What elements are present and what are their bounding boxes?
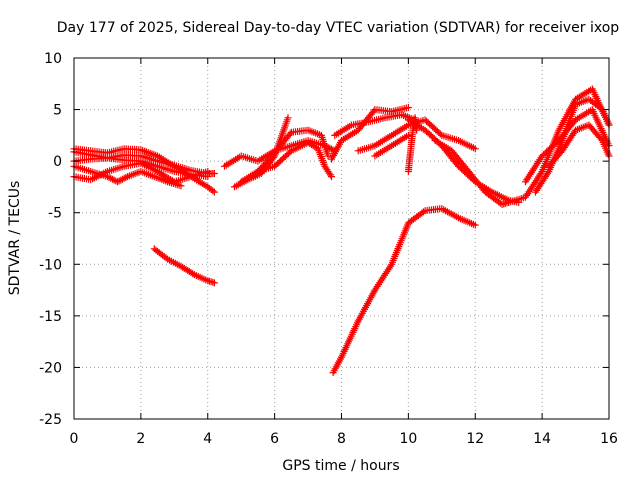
data-point (122, 174, 130, 181)
x-tick-label: 12 (466, 431, 484, 447)
data-point (370, 107, 378, 115)
y-tick-label: -20 (39, 360, 62, 376)
data-point (204, 168, 212, 175)
data-point (210, 170, 218, 177)
data-point (119, 175, 126, 183)
x-tick-label: 2 (136, 431, 145, 447)
x-tick-label: 16 (600, 431, 618, 447)
data-point (115, 177, 123, 185)
data-series-arc-18 (329, 205, 479, 377)
data-point (210, 279, 218, 287)
y-tick-label: -15 (39, 309, 62, 325)
data-point (471, 221, 479, 229)
x-tick-label: 14 (533, 431, 551, 447)
data-series-arc-22 (545, 121, 613, 170)
data-point (109, 175, 116, 183)
data-point (419, 208, 427, 216)
data-series-arc-15 (404, 114, 421, 175)
data-point (326, 171, 334, 179)
data-point (404, 131, 412, 139)
data-point (209, 187, 217, 195)
data-point (103, 173, 111, 181)
data-series-arc-17 (431, 137, 513, 208)
data-series-arc-12 (328, 104, 412, 163)
x-tick-label: 4 (203, 431, 212, 447)
y-tick-label: 10 (44, 51, 62, 67)
data-point (436, 130, 444, 138)
data-point (105, 174, 113, 181)
data-series-arc-06 (150, 245, 218, 287)
x-tick-label: 6 (270, 431, 279, 447)
data-point (404, 104, 412, 111)
data-point (210, 188, 218, 196)
data-point (284, 114, 292, 122)
data-point (120, 174, 128, 182)
data-series-arc-05 (70, 162, 185, 190)
y-tick-label: 0 (53, 154, 62, 170)
data-point (189, 270, 197, 278)
data-point (471, 145, 479, 153)
x-axis-label: GPS time / hours (282, 458, 399, 474)
data-point (114, 178, 121, 186)
data-series-arc-08 (231, 114, 292, 191)
chart-title: Day 177 of 2025, Sidereal Day-to-day VTE… (57, 20, 620, 36)
data-series-arc-21 (531, 95, 613, 196)
data-point (328, 173, 335, 181)
x-tick-label: 10 (399, 431, 417, 447)
axis-ticks: 0 2 4 6 8 10 12 14 16 10 5 0 -5 -10 -15 -20 -25 (39, 51, 618, 447)
data-point (110, 176, 118, 184)
data-series-arc-11 (331, 111, 419, 139)
data-point (544, 169, 552, 177)
data-series-arc-10 (254, 139, 335, 181)
y-axis-label: SDTVAR / TECUs (7, 181, 23, 296)
y-tick-label: 5 (53, 103, 62, 119)
data-point (177, 182, 185, 190)
x-tick-label: 0 (70, 431, 79, 447)
data-layer (70, 85, 613, 377)
x-tick-label: 8 (337, 431, 346, 447)
data-series-arc-14 (371, 131, 412, 160)
y-tick-label: -25 (39, 412, 62, 428)
grid-lines (74, 58, 609, 419)
y-tick-label: -10 (39, 257, 62, 273)
y-tick-label: -5 (48, 206, 62, 222)
data-point (328, 145, 335, 153)
